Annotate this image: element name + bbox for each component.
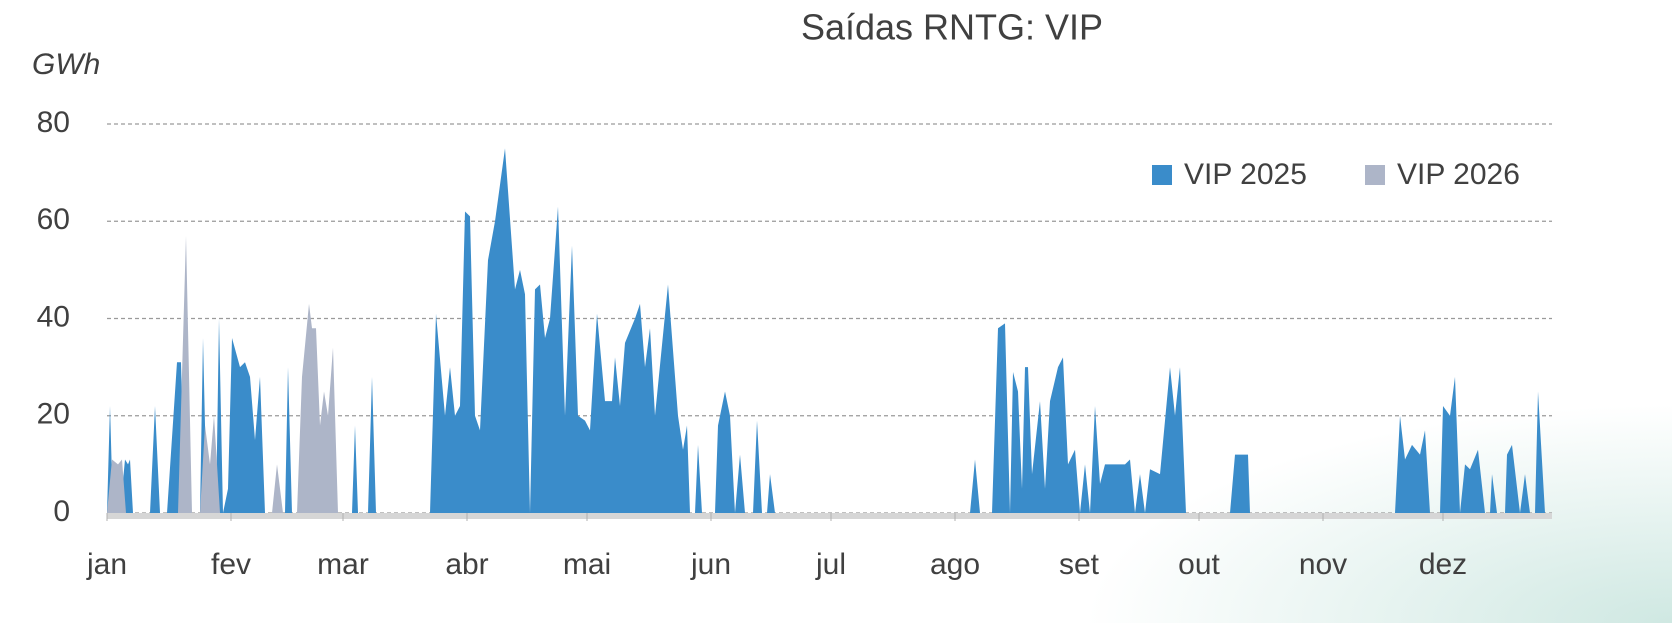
x-tick-label: abr — [445, 548, 488, 581]
x-tick-label: mar — [317, 548, 369, 581]
legend-swatch — [1152, 165, 1172, 185]
x-axis — [107, 513, 1552, 519]
legend-label: VIP 2025 — [1184, 158, 1307, 191]
x-tick-label: set — [1059, 548, 1100, 581]
y-tick-label: 80 — [37, 106, 70, 139]
legend-swatch — [1365, 165, 1385, 185]
y-tick-label: 0 — [53, 495, 70, 528]
x-tick-label: dez — [1419, 548, 1467, 581]
y-tick-label: 40 — [37, 300, 70, 333]
x-tick-label: jul — [815, 548, 846, 581]
x-tick-label: ago — [930, 548, 980, 581]
x-tick-label: jan — [86, 548, 127, 581]
area — [107, 148, 1545, 513]
x-tick-label: nov — [1299, 548, 1347, 581]
x-tick-label: jun — [690, 548, 731, 581]
y-tick-label: 60 — [37, 203, 70, 236]
x-tick-label: mai — [563, 548, 611, 581]
legend-label: VIP 2026 — [1397, 158, 1520, 191]
y-axis-label: GWh — [32, 48, 100, 81]
x-tick-label: out — [1178, 548, 1220, 581]
x-tick-label: fev — [211, 548, 251, 581]
area — [107, 235, 338, 513]
y-tick-label: 20 — [37, 398, 70, 431]
chart-title: Saídas RNTG: VIP — [801, 7, 1103, 48]
